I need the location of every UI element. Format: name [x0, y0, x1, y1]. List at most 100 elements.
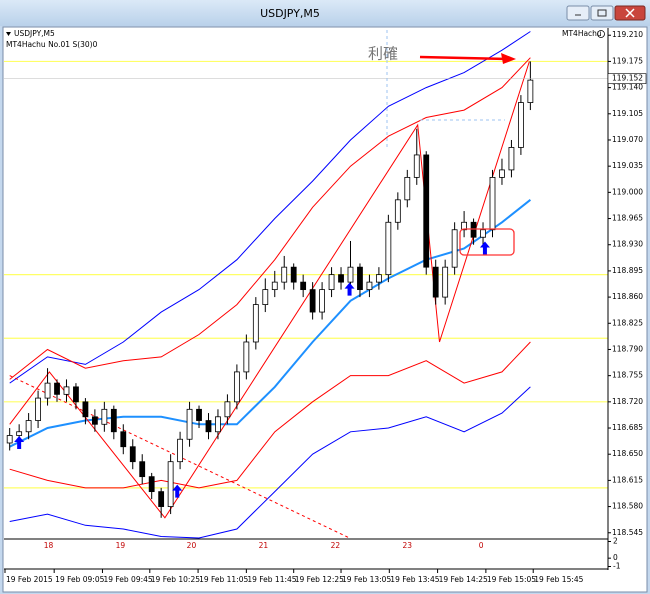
icon [597, 9, 607, 17]
candle-body [82, 401, 89, 418]
candle-body [101, 408, 108, 425]
candle-body [328, 274, 335, 291]
candle-body [271, 281, 278, 291]
candle-body [461, 221, 468, 231]
candle-body [167, 461, 174, 507]
hour-label: 20 [187, 541, 197, 550]
hour-label: 22 [331, 541, 341, 550]
maximize-button[interactable] [590, 5, 614, 21]
candle-body [518, 102, 524, 148]
candle-body [385, 221, 392, 276]
y-tick-label: 118.965 [612, 214, 643, 223]
annotation-arrowhead [501, 53, 516, 64]
candle-body [25, 420, 32, 433]
x-tick-label: 19 Feb 13:05 [342, 575, 391, 584]
candle-body [489, 176, 496, 231]
y-tick-label: 118.790 [612, 344, 643, 353]
x-tick-label: 19 Feb 14:25 [439, 575, 488, 584]
ea-icon [597, 30, 605, 38]
candle-body [319, 289, 325, 313]
candle-body [470, 221, 477, 238]
sub-y-tick-label: 0 [613, 553, 618, 562]
overlay-line [9, 199, 532, 448]
x-tick-label: 19 Feb 2015 [6, 575, 53, 584]
candle-body [110, 408, 117, 433]
hour-label: 19 [116, 541, 126, 550]
candle-body [347, 266, 354, 283]
overlay-line [9, 386, 531, 539]
overlay-line [9, 31, 531, 384]
y-tick-label: 118.825 [612, 318, 643, 327]
y-tick-label: 119.035 [612, 161, 643, 170]
candle-body [6, 435, 13, 444]
hour-label: 23 [403, 541, 413, 550]
x-tick-label: 19 Feb 11:45 [247, 575, 296, 584]
candle-body [73, 386, 79, 403]
candle-body [196, 408, 202, 421]
candle-body [158, 491, 165, 507]
x-tick-label: 19 Feb 10:25 [151, 575, 200, 584]
candle-body [35, 397, 41, 421]
sub-y-tick-label: -1 [613, 562, 621, 571]
chart-window [2, 26, 648, 593]
y-tick-label: 119.070 [612, 135, 643, 144]
y-tick-label: 119.210 [612, 30, 643, 39]
signal-arrow [344, 282, 355, 296]
candle-body [139, 461, 146, 478]
candle-body [432, 266, 439, 298]
menu-triangle [6, 32, 11, 36]
candle-body [243, 341, 250, 373]
x-tick-label: 19 Feb 11:05 [199, 575, 248, 584]
x-tick-label: 19 Feb 15:05 [487, 575, 536, 584]
x-tick-label: 19 Feb 13:45 [390, 575, 439, 584]
candle-body [451, 229, 458, 268]
title-bar [0, 0, 650, 26]
last-price-label: 119.152 [612, 74, 643, 83]
candle-body [148, 476, 155, 493]
hour-label: 0 [479, 541, 484, 550]
last-price-box [607, 73, 647, 84]
candle-body [16, 431, 23, 436]
y-tick-label: 118.580 [612, 502, 643, 511]
y-tick-label: 118.650 [612, 449, 643, 458]
candle-body [508, 147, 515, 171]
y-tick-label: 118.545 [612, 528, 643, 537]
x-tick-label: 19 Feb 15:45 [534, 575, 583, 584]
candle-body [309, 289, 316, 313]
candle-body [262, 289, 269, 305]
candle-body [224, 401, 231, 418]
candle-body [129, 446, 136, 463]
x-tick-label: 19 Feb 09:05 [55, 575, 104, 584]
candle-body [44, 382, 51, 399]
y-tick-label: 118.720 [612, 397, 643, 406]
candle-body [338, 274, 344, 283]
candle-body [120, 431, 127, 448]
candle-body [54, 382, 60, 395]
candle-body [413, 154, 420, 178]
y-tick-label: 119.140 [612, 83, 643, 92]
x-tick-label: 19 Feb 09:45 [103, 575, 152, 584]
candle-body [205, 420, 212, 433]
window-title: USDJPY,M5 [260, 7, 320, 20]
minimize-button[interactable] [566, 5, 590, 21]
candle-body [366, 281, 373, 291]
y-tick-label: 118.895 [612, 266, 643, 275]
candle-body [281, 266, 288, 283]
candle-body [404, 176, 411, 201]
candle-body [177, 438, 183, 463]
candle-body [480, 229, 486, 238]
candle-body [233, 371, 240, 403]
annotation-arrow [419, 55, 509, 61]
signal-arrow [172, 484, 183, 498]
signal-arrow [14, 435, 25, 449]
highlight-box [459, 228, 515, 256]
overlay-line [9, 341, 531, 489]
candle-body [300, 281, 307, 291]
candle-body [394, 199, 401, 223]
sub-y-tick-label: 2 [613, 537, 618, 546]
y-tick-label: 118.755 [612, 371, 643, 380]
candle-body [91, 416, 98, 425]
zigzag [9, 61, 530, 519]
candle-body [423, 154, 430, 268]
